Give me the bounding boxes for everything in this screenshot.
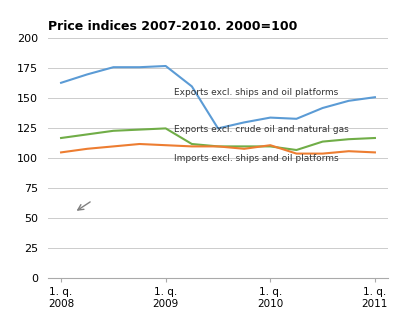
Text: Exports excl. ships and oil platforms: Exports excl. ships and oil platforms: [174, 88, 338, 97]
Text: Imports excl. ships and oil platforms: Imports excl. ships and oil platforms: [174, 154, 338, 163]
Text: Exports excl. crude oil and natural gas: Exports excl. crude oil and natural gas: [174, 125, 348, 134]
Text: Price indices 2007-2010. 2000=100: Price indices 2007-2010. 2000=100: [48, 20, 297, 33]
